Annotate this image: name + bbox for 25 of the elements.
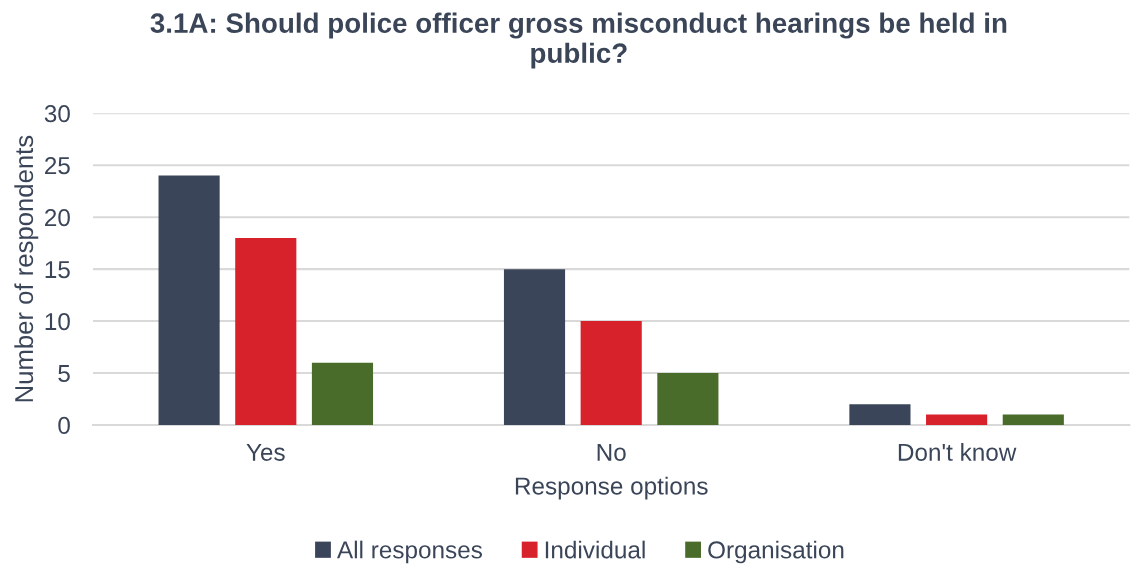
y-tick-label: 30 xyxy=(44,105,70,123)
x-tick-label: Yes xyxy=(246,443,285,461)
y-axis-title: Number of respondents xyxy=(14,135,39,402)
bar xyxy=(1002,414,1064,425)
bar xyxy=(926,414,988,425)
bar xyxy=(235,237,297,425)
y-tick-label: 25 xyxy=(45,157,70,175)
bar xyxy=(849,404,911,425)
y-tick-label: 15 xyxy=(45,261,70,279)
bar xyxy=(158,175,220,425)
x-axis-title: Response options xyxy=(515,476,708,500)
y-tick-label: 0 xyxy=(58,416,70,435)
y-tick-label: 5 xyxy=(58,365,70,383)
bar xyxy=(503,269,566,425)
y-tick-label: 10 xyxy=(45,312,70,331)
x-tick-label: No xyxy=(597,443,626,461)
legend-label: Individual xyxy=(545,540,645,559)
bar xyxy=(311,362,374,425)
chart-title: 3.1A: Should police officer gross misconduct hearings be held in public? xyxy=(150,12,1007,69)
y-tick-label: 20 xyxy=(45,209,70,227)
legend-label: All responses xyxy=(337,540,482,564)
bar xyxy=(657,373,719,425)
bar xyxy=(580,321,642,425)
x-tick-label: Don't know xyxy=(898,443,1017,461)
legend-label: Organisation xyxy=(708,540,844,564)
